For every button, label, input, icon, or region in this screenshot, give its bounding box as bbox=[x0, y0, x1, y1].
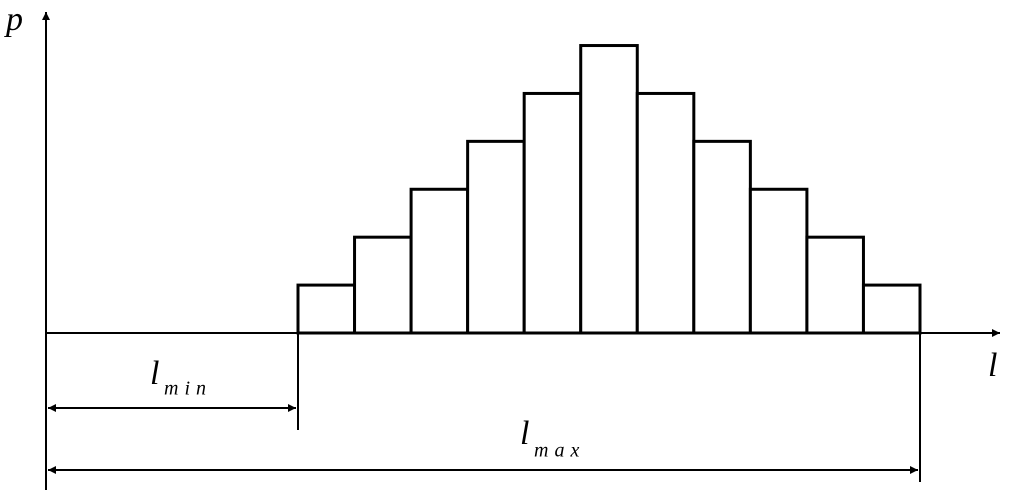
max-symbol: l bbox=[520, 415, 529, 452]
min-subscript: min bbox=[164, 378, 212, 400]
bar bbox=[692, 139, 752, 335]
bar bbox=[635, 91, 696, 335]
bar bbox=[353, 235, 413, 335]
bar bbox=[748, 187, 809, 335]
y-axis-label: p bbox=[4, 1, 23, 38]
bar bbox=[861, 283, 922, 335]
bar bbox=[579, 44, 639, 335]
bar bbox=[296, 283, 357, 335]
max-subscript: max bbox=[534, 440, 585, 462]
bar bbox=[522, 91, 583, 335]
bar bbox=[805, 235, 865, 335]
bar bbox=[466, 139, 526, 335]
min-symbol: l bbox=[150, 355, 159, 392]
bar bbox=[409, 187, 470, 335]
x-axis-label: l bbox=[988, 347, 997, 384]
